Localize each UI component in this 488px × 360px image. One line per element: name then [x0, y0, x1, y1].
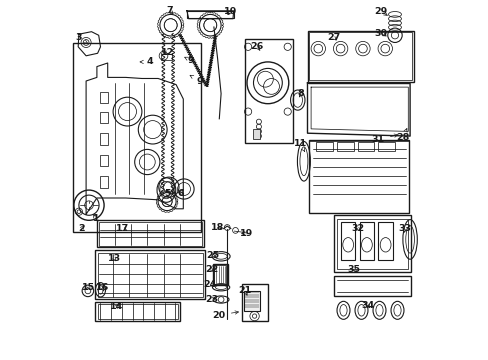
Bar [378, 222, 392, 260]
Text: 10: 10 [224, 7, 237, 16]
Bar [214, 265, 226, 284]
Text: 4: 4 [140, 57, 153, 66]
Text: 30: 30 [374, 29, 387, 37]
Bar [101, 133, 108, 145]
Text: 15: 15 [82, 283, 95, 292]
Bar [101, 155, 108, 166]
Text: 26: 26 [250, 41, 263, 50]
Bar [359, 222, 373, 260]
Text: 27: 27 [326, 33, 340, 42]
Bar [186, 11, 233, 18]
Bar [73, 43, 201, 232]
Bar [333, 276, 410, 296]
Text: 25: 25 [206, 251, 219, 260]
Bar [101, 112, 108, 123]
Bar [253, 129, 260, 139]
Text: 9: 9 [190, 75, 203, 85]
Bar [212, 264, 227, 285]
Bar [95, 302, 179, 321]
Bar [337, 219, 407, 269]
Bar [98, 304, 177, 319]
Text: 12: 12 [160, 48, 173, 57]
Text: 13: 13 [107, 254, 121, 263]
Text: 18: 18 [210, 223, 224, 232]
Text: 17: 17 [116, 224, 129, 233]
Text: 28: 28 [395, 129, 409, 142]
Text: 23: 23 [204, 295, 218, 304]
Text: 32: 32 [350, 224, 364, 233]
Text: 9: 9 [184, 56, 194, 65]
Text: 35: 35 [347, 265, 360, 274]
Text: 1: 1 [92, 214, 99, 223]
Text: 6: 6 [177, 189, 183, 198]
Text: 31: 31 [371, 134, 397, 144]
Bar [244, 39, 292, 143]
Text: 19: 19 [239, 229, 252, 238]
Text: 2: 2 [78, 224, 85, 233]
Bar [95, 250, 204, 299]
Text: 5: 5 [163, 189, 170, 198]
Bar [101, 92, 108, 103]
Bar [316, 142, 332, 151]
Bar [333, 215, 410, 272]
Text: 20: 20 [212, 310, 238, 320]
Bar [340, 222, 355, 260]
Bar [307, 31, 413, 82]
Bar [97, 220, 204, 247]
Text: 29: 29 [374, 7, 387, 16]
Text: 11: 11 [293, 139, 306, 152]
Bar [244, 291, 259, 311]
Text: 3: 3 [76, 33, 87, 43]
Bar [309, 32, 411, 80]
Text: 7: 7 [166, 6, 173, 15]
Text: 34: 34 [360, 301, 373, 310]
Text: 22: 22 [204, 265, 218, 274]
Bar [241, 284, 267, 321]
Text: 21: 21 [238, 287, 251, 295]
Bar [337, 142, 353, 151]
Text: 24: 24 [203, 280, 217, 289]
Text: 16: 16 [96, 283, 109, 292]
Bar [99, 222, 202, 246]
Text: 33: 33 [397, 224, 410, 233]
Text: 14: 14 [110, 302, 123, 311]
Bar [357, 142, 373, 151]
Bar [101, 176, 108, 188]
Bar [378, 142, 394, 151]
Text: 8: 8 [297, 89, 304, 98]
Bar [308, 140, 408, 213]
Bar [98, 253, 203, 297]
